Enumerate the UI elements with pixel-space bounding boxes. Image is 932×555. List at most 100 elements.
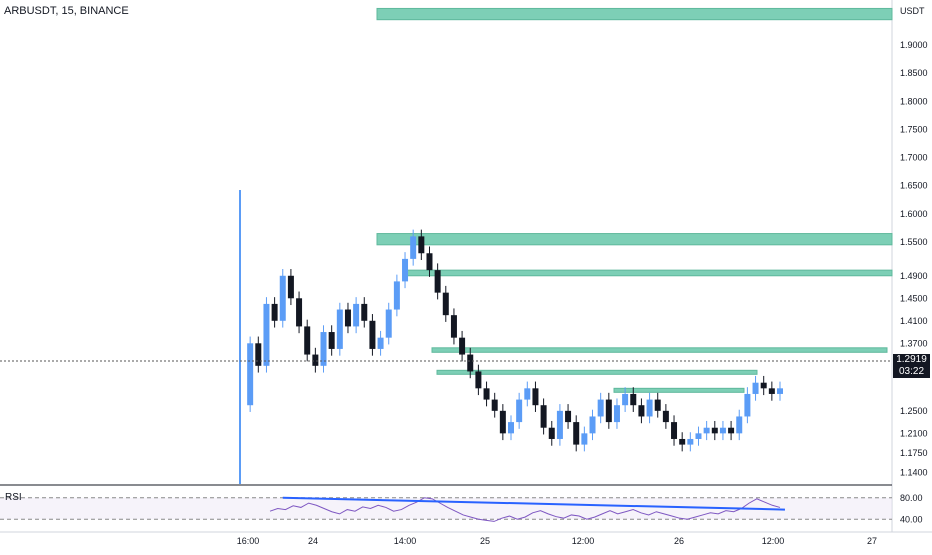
candle-body bbox=[573, 422, 580, 445]
candle-body bbox=[271, 303, 278, 321]
candle-body bbox=[524, 388, 531, 400]
candle-body bbox=[353, 303, 360, 327]
candle-body bbox=[760, 382, 767, 389]
time-tick-label: 27 bbox=[867, 536, 877, 546]
demand-zone bbox=[431, 347, 888, 353]
price-tick-label: 1.6500 bbox=[900, 181, 928, 191]
candle-body bbox=[328, 332, 335, 349]
candle-body bbox=[768, 388, 775, 394]
candle-body bbox=[581, 433, 588, 445]
candle-body bbox=[459, 337, 466, 355]
candle-body bbox=[491, 399, 498, 411]
demand-zone bbox=[376, 233, 893, 246]
candle-body bbox=[369, 320, 376, 349]
candle-body bbox=[385, 309, 392, 338]
price-tick-label: 1.4100 bbox=[900, 316, 928, 326]
candle-body bbox=[589, 416, 596, 434]
candle-body bbox=[516, 399, 523, 423]
candle-body bbox=[532, 388, 539, 406]
candle-body bbox=[556, 410, 563, 439]
time-tick-label: 16:00 bbox=[237, 536, 260, 546]
rsi-label: RSI bbox=[5, 492, 22, 503]
candle-body bbox=[418, 236, 425, 254]
candle-body bbox=[247, 343, 254, 406]
price-tick-label: 1.4900 bbox=[900, 271, 928, 281]
candle-body bbox=[287, 275, 294, 299]
candle-body bbox=[703, 427, 710, 434]
candle-body bbox=[613, 405, 620, 423]
candle-body bbox=[687, 438, 694, 445]
candle-body bbox=[597, 399, 604, 417]
price-tick-label: 1.2100 bbox=[900, 428, 928, 438]
price-tick-label: 1.1400 bbox=[900, 468, 928, 478]
candle-body bbox=[630, 393, 637, 406]
price-tick-label: 1.3700 bbox=[900, 338, 928, 348]
candle-body bbox=[719, 427, 726, 434]
candle-body bbox=[605, 399, 612, 423]
candle-body bbox=[638, 405, 645, 417]
price-tick-label: 1.6000 bbox=[900, 209, 928, 219]
price-tick-label: 1.5500 bbox=[900, 237, 928, 247]
candle-body bbox=[565, 410, 572, 423]
candle-body bbox=[361, 303, 368, 321]
currency-label: USDT bbox=[900, 6, 925, 16]
candle-body bbox=[255, 343, 262, 366]
candle-body bbox=[450, 315, 457, 338]
candle-body bbox=[344, 309, 351, 327]
rsi-level-label: 80.00 bbox=[900, 493, 923, 503]
rsi-level-label: 40.00 bbox=[900, 514, 923, 524]
time-tick-label: 14:00 bbox=[394, 536, 417, 546]
candle-body bbox=[393, 281, 400, 310]
candle-body bbox=[296, 298, 303, 327]
candle-body bbox=[679, 438, 686, 445]
last-price-tag: 1.2919 03:22 bbox=[893, 354, 930, 378]
rsi-band bbox=[0, 497, 892, 520]
price-tick-label: 1.9000 bbox=[900, 40, 928, 50]
time-tick-label: 24 bbox=[308, 536, 318, 546]
candle-body bbox=[654, 399, 661, 411]
time-tick-label: 26 bbox=[674, 536, 684, 546]
candle-body bbox=[548, 427, 555, 439]
candle-body bbox=[336, 309, 343, 349]
last-price-value: 1.2919 bbox=[896, 354, 927, 365]
candle-body bbox=[410, 236, 417, 259]
time-tick-label: 12:00 bbox=[762, 536, 785, 546]
price-tick-label: 1.7000 bbox=[900, 153, 928, 163]
rsi-divergence-line bbox=[282, 496, 785, 511]
demand-zone bbox=[376, 7, 893, 21]
candle-body bbox=[312, 354, 319, 366]
candle-body bbox=[540, 405, 547, 428]
candle-body bbox=[695, 433, 702, 439]
candle-body bbox=[744, 393, 751, 417]
rsi-line bbox=[269, 497, 781, 522]
price-tick-label: 1.1750 bbox=[900, 448, 928, 458]
candle-body bbox=[467, 354, 474, 372]
candle-body bbox=[304, 326, 311, 355]
candle-body bbox=[622, 393, 629, 406]
candle-body bbox=[736, 416, 743, 434]
candle-body bbox=[475, 371, 482, 389]
time-tick-label: 25 bbox=[480, 536, 490, 546]
candle-body bbox=[662, 410, 669, 423]
candle-body bbox=[442, 292, 449, 316]
price-tick-label: 1.2500 bbox=[900, 406, 928, 416]
candle-body bbox=[320, 332, 327, 366]
price-tick-label: 1.4500 bbox=[900, 293, 928, 303]
demand-zone bbox=[613, 387, 745, 393]
candle-body bbox=[279, 275, 286, 321]
demand-zone bbox=[404, 269, 893, 277]
candle-body bbox=[646, 399, 653, 417]
price-tick-label: 1.7500 bbox=[900, 124, 928, 134]
candle-body bbox=[263, 303, 270, 366]
candle-body bbox=[777, 388, 783, 394]
price-tick-label: 1.8000 bbox=[900, 96, 928, 106]
bar-countdown: 03:22 bbox=[898, 366, 925, 377]
candle-body bbox=[426, 253, 433, 271]
symbol-label[interactable]: ARBUSDT, 15, BINANCE bbox=[4, 5, 129, 17]
candle-body bbox=[499, 410, 506, 434]
candle-body bbox=[752, 382, 759, 394]
price-tick-label: 1.8500 bbox=[900, 68, 928, 78]
candle-body bbox=[377, 337, 384, 349]
